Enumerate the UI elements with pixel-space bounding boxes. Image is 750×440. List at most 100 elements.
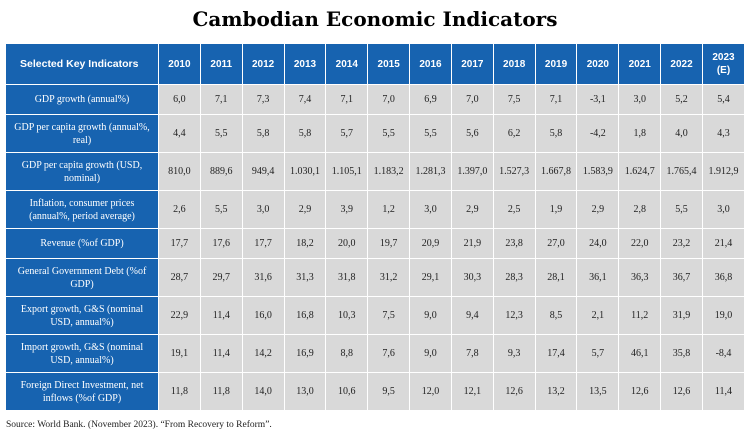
table-row: GDP growth (annual%) 6,0 7,1 7,3 7,4 7,1 7,0 6,… <box>5 84 746 115</box>
table-cell: 31,8 <box>325 258 369 297</box>
table-cell: 27,0 <box>534 228 578 259</box>
table-cell: 1.030,1 <box>283 152 327 191</box>
table-cell: 11,8 <box>158 372 201 411</box>
source-note: Source: World Bank. (November 2023). “Fr… <box>6 420 272 430</box>
table-cell: 5,8 <box>283 114 327 153</box>
table-cell: 21,4 <box>701 228 746 259</box>
table-cell: 19,7 <box>367 228 411 259</box>
table-cell: 30,3 <box>450 258 494 297</box>
table-cell: 7,3 <box>241 84 285 115</box>
table-cell: 12,1 <box>450 372 494 411</box>
table-cell: 31,2 <box>367 258 411 297</box>
table-cell: 16,8 <box>283 296 327 335</box>
table-cell: 8,5 <box>534 296 578 335</box>
table-cell: 5,2 <box>660 84 703 115</box>
header-year: 2014 <box>325 43 369 85</box>
table-cell: 14,0 <box>241 372 285 411</box>
table-cell: 7,6 <box>367 334 411 373</box>
table-cell: 29,7 <box>199 258 243 297</box>
table-cell: 12,3 <box>492 296 536 335</box>
row-label: Export growth, G&S (nominal USD, annual%… <box>5 296 159 335</box>
table-cell: 2,6 <box>158 190 201 229</box>
table-cell: -4,2 <box>576 114 620 153</box>
table-cell: 17,7 <box>241 228 285 259</box>
table-cell: 5,7 <box>576 334 620 373</box>
header-year: 2015 <box>367 43 411 85</box>
table-cell: 3,0 <box>618 84 662 115</box>
table-cell: 17,4 <box>534 334 578 373</box>
row-label: GDP per capita growth (USD, nominal) <box>5 152 159 191</box>
table-cell: 13,0 <box>283 372 327 411</box>
row-label: Revenue (%of GDP) <box>5 228 159 259</box>
table-cell: 14,2 <box>241 334 285 373</box>
table-cell: 23,8 <box>492 228 536 259</box>
table-cell: 889,6 <box>199 152 243 191</box>
table-cell: 2,5 <box>492 190 536 229</box>
header-year: 2022 <box>660 43 703 85</box>
table-cell: 12,0 <box>409 372 452 411</box>
table-cell: 12,6 <box>618 372 662 411</box>
table-cell: 4,4 <box>158 114 201 153</box>
indicators-table: Selected Key Indicators 2010 2011 2012 2… <box>5 43 746 411</box>
table-cell: 31,6 <box>241 258 285 297</box>
table-row: Export growth, G&S (nominal USD, annual%… <box>5 296 746 335</box>
table-cell: 10,3 <box>325 296 369 335</box>
table-cell: 21,9 <box>450 228 494 259</box>
table-cell: 6,0 <box>158 84 201 115</box>
table-cell: 36,8 <box>701 258 746 297</box>
table-cell: 5,5 <box>409 114 452 153</box>
row-label: General Government Debt (%of GDP) <box>5 258 159 297</box>
table-cell: 3,0 <box>409 190 452 229</box>
table-cell: 6,9 <box>409 84 452 115</box>
table-cell: 5,8 <box>241 114 285 153</box>
table-row: Inflation, consumer prices (annual%, per… <box>5 190 746 229</box>
header-year: 2023 (E) <box>701 43 746 85</box>
table-cell: 19,0 <box>701 296 746 335</box>
table-cell: 11,4 <box>199 296 243 335</box>
table-cell: 2,9 <box>450 190 494 229</box>
table-cell: 17,7 <box>158 228 201 259</box>
table-cell: 1.105,1 <box>325 152 369 191</box>
table-cell: 9,0 <box>409 296 452 335</box>
table-cell: 11,8 <box>199 372 243 411</box>
table-cell: 4,3 <box>701 114 746 153</box>
table-cell: 2,9 <box>576 190 620 229</box>
table-cell: 3,0 <box>241 190 285 229</box>
table-row: Foreign Direct Investment, net inflows (… <box>5 372 746 411</box>
table-cell: 20,0 <box>325 228 369 259</box>
table-cell: 2,1 <box>576 296 620 335</box>
table-cell: 46,1 <box>618 334 662 373</box>
table-cell: 1.765,4 <box>660 152 703 191</box>
table-cell: 4,0 <box>660 114 703 153</box>
table-cell: 1.527,3 <box>492 152 536 191</box>
table-cell: 810,0 <box>158 152 201 191</box>
table-cell: 17,6 <box>199 228 243 259</box>
table-cell: 3,0 <box>701 190 746 229</box>
table-cell: 16,0 <box>241 296 285 335</box>
table-cell: 7,1 <box>199 84 243 115</box>
table-row: Revenue (%of GDP) 17,7 17,6 17,7 18,2 20,0 19,… <box>5 228 746 259</box>
table-cell: 7,1 <box>534 84 578 115</box>
table-cell: 11,2 <box>618 296 662 335</box>
table-cell: 31,9 <box>660 296 703 335</box>
table-cell: 9,0 <box>409 334 452 373</box>
table-cell: 6,2 <box>492 114 536 153</box>
table-cell: 29,1 <box>409 258 452 297</box>
table-cell: 5,7 <box>325 114 369 153</box>
table-cell: 1.912,9 <box>701 152 746 191</box>
table-cell: 36,3 <box>618 258 662 297</box>
table-cell: 1,8 <box>618 114 662 153</box>
header-year: 2012 <box>241 43 285 85</box>
table-cell: 5,4 <box>701 84 746 115</box>
table-cell: 7,0 <box>367 84 411 115</box>
table-cell: 22,9 <box>158 296 201 335</box>
table-cell: 28,1 <box>534 258 578 297</box>
row-label: Import growth, G&S (nominal USD, annual%… <box>5 334 159 373</box>
table-row: Import growth, G&S (nominal USD, annual%… <box>5 334 746 373</box>
table-cell: 7,5 <box>367 296 411 335</box>
table-cell: 5,5 <box>660 190 703 229</box>
table-cell: 9,4 <box>450 296 494 335</box>
table-cell: 2,9 <box>283 190 327 229</box>
header-year: 2018 <box>492 43 536 85</box>
table-cell: 1.397,0 <box>450 152 494 191</box>
